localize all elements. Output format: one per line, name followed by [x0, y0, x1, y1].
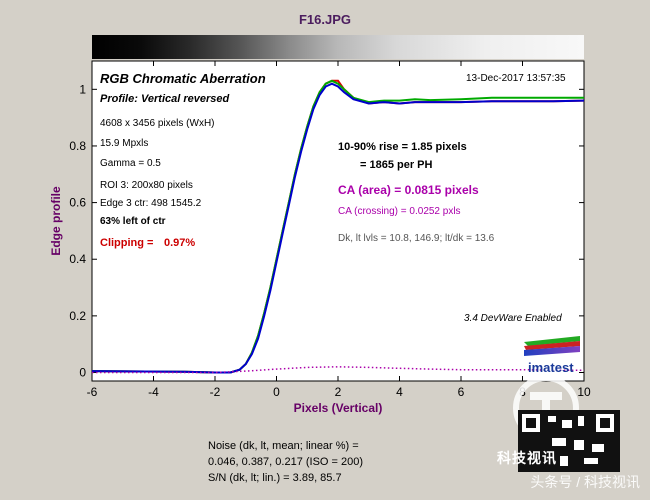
x-tick-label: 0: [273, 385, 280, 399]
curves: [91, 79, 585, 374]
logo-green-stripe: [524, 336, 580, 346]
y-tick-label: 0.2: [69, 309, 86, 323]
edge-image-strip: [92, 35, 584, 59]
signal-noise-line: S/N (dk, lt; lin.) = 3.89, 85.7: [208, 472, 342, 484]
gamma-value: Gamma = 0.5: [100, 158, 161, 169]
window-title: F16.JPG: [298, 12, 352, 27]
image-pixels: 4608 x 3456 pixels (WxH): [100, 118, 215, 129]
roi-info: ROI 3: 200x80 pixels: [100, 180, 193, 191]
rise-line-1: 10-90% rise = 1.85 pixels: [338, 141, 467, 153]
x-tick-label: 10: [577, 385, 591, 399]
plot-area: [91, 60, 585, 382]
edge-center: Edge 3 ctr: 498 1545.2: [100, 198, 202, 209]
timestamp: 13-Dec-2017 13:57:35: [466, 73, 566, 84]
devware-label: 3.4 DevWare Enabled: [464, 313, 562, 324]
profile-label: Profile: Vertical reversed: [100, 93, 230, 105]
logo-blue-stripe: [524, 346, 580, 356]
x-tick-label: -6: [87, 385, 98, 399]
y-tick-label: 0: [79, 366, 86, 380]
dark-light-levels: Dk, lt lvls = 10.8, 146.9; lt/dk = 13.6: [338, 233, 495, 244]
y-tick-label: 0.6: [69, 196, 86, 210]
clipping-value: 0.97%: [164, 237, 196, 249]
noise-line-2: 0.046, 0.387, 0.217 (ISO = 200): [208, 456, 364, 468]
qr-code: [518, 410, 620, 472]
imatest-logo: imatest: [524, 336, 580, 375]
y-tick-label: 1: [79, 82, 86, 96]
logo-red-stripe: [524, 341, 580, 350]
rise-line-2: = 1865 per PH: [360, 159, 433, 171]
y-axis-label: Edge profile: [49, 186, 63, 256]
watermark-credit: 头条号 / 科技视讯: [530, 474, 640, 490]
y-tick-label: 0.8: [69, 139, 86, 153]
chart-title: RGB Chromatic Aberration: [100, 71, 266, 86]
megapixels: 15.9 Mpxls: [100, 138, 149, 149]
logo-text: imatest: [528, 360, 574, 375]
ca-area: CA (area) = 0.0815 pixels: [338, 183, 479, 197]
x-tick-label: 4: [396, 385, 403, 399]
x-axis-label: Pixels (Vertical): [294, 401, 383, 415]
watermark-brand: 科技视讯: [497, 450, 557, 466]
magenta-series-line: [92, 366, 584, 374]
ca-crossing: CA (crossing) = 0.0252 pxls: [338, 206, 461, 217]
x-tick-label: -4: [148, 385, 159, 399]
left-of-center: 63% left of ctr: [100, 216, 166, 227]
blue-series-line: [91, 82, 585, 374]
x-tick-label: -2: [210, 385, 221, 399]
x-tick-label: 6: [458, 385, 465, 399]
clipping-label: Clipping =: [100, 237, 154, 249]
y-tick-label: 0.4: [69, 252, 86, 266]
x-tick-label: 2: [335, 385, 342, 399]
noise-line-1: Noise (dk, lt, mean; linear %) =: [208, 440, 359, 452]
